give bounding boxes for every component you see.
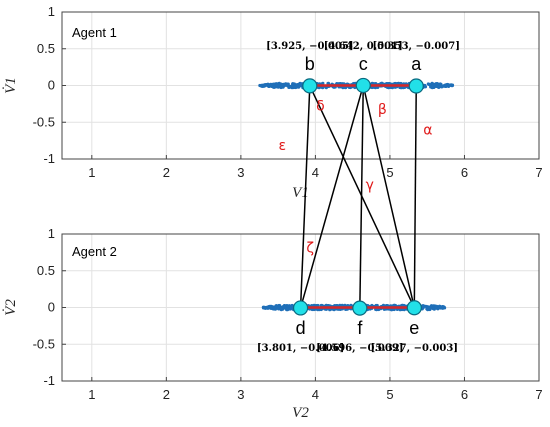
- x-tick-label: 3: [237, 165, 244, 180]
- node-markers: [292, 77, 424, 316]
- edge-label-c-e: β: [378, 102, 387, 118]
- node-marker-f: [352, 300, 368, 316]
- sample-point: [263, 83, 267, 87]
- edge-label-a-e: α: [423, 122, 432, 138]
- sample-point: [290, 303, 294, 308]
- sample-point: [292, 82, 296, 86]
- node-letter-c: c: [359, 54, 368, 74]
- x-tick-label: 5: [386, 165, 393, 180]
- node-coordinate-label: [3.925, −0.005]: [266, 41, 353, 52]
- panel-agent-2: 1 2 3 4 5 6 7 1 0.5 0 -0.5 -1 V2 V̇2 Agent 2 [3.801, −0…: [3, 226, 543, 421]
- sample-point: [293, 85, 297, 89]
- sample-point: [266, 83, 270, 87]
- edge-label-b-d: ε: [279, 138, 287, 154]
- sample-point: [269, 83, 273, 87]
- sample-point: [423, 85, 428, 89]
- y-tick-label: 1: [48, 226, 55, 241]
- node-coordinate-label: [5.353, −0.007]: [373, 41, 460, 52]
- sample-point: [432, 83, 437, 87]
- sample-point: [434, 304, 438, 309]
- sample-point: [262, 305, 267, 309]
- sample-point: [267, 305, 272, 309]
- y-tick-label: -1: [43, 373, 55, 388]
- sample-point: [400, 303, 405, 308]
- edge-labels: α β γ δ ε ζ: [279, 98, 433, 256]
- sample-point: [297, 84, 301, 88]
- node-coordinate-label: [4.596, −0.009]: [316, 343, 403, 354]
- node-marker-a: [408, 78, 424, 94]
- sample-point: [280, 83, 284, 87]
- connection-c-d: [299, 85, 364, 309]
- x-tick-label: 7: [535, 387, 542, 402]
- node-marker-b: [302, 78, 318, 94]
- y-tick-label: -1: [43, 151, 55, 166]
- sample-point: [272, 306, 276, 311]
- connection-lines: [299, 85, 417, 309]
- sample-point: [298, 81, 302, 86]
- connection-b-d: [299, 85, 311, 308]
- sample-point: [438, 84, 442, 88]
- x-tick-label: 2: [163, 165, 170, 180]
- x-tick-label: 5: [386, 387, 393, 402]
- sample-point: [443, 83, 447, 87]
- sample-point: [282, 305, 286, 309]
- y-tick-label: 0: [48, 78, 55, 93]
- node-coordinate-label: [4.642, 0.001]: [324, 41, 403, 52]
- node-coordinate-label: [3.801, −0.006]: [257, 343, 344, 354]
- node-letter-d: d: [296, 318, 306, 338]
- panel-title: Agent 1: [72, 25, 117, 40]
- node-marker-e: [406, 300, 422, 316]
- node-letter-e: e: [409, 318, 419, 338]
- node-letter-a: a: [411, 54, 422, 74]
- sample-point: [399, 86, 403, 90]
- x-tick-label: 1: [88, 165, 95, 180]
- node-letter-b: b: [305, 54, 315, 74]
- connection-a-e: [413, 86, 417, 308]
- sample-point: [259, 83, 263, 88]
- panel-title: Agent 2: [72, 244, 117, 259]
- y-axis-label: V̇1: [3, 77, 19, 94]
- sample-point: [426, 308, 430, 312]
- sample-point: [398, 308, 402, 312]
- sample-point: [450, 83, 455, 87]
- y-tick-label: -0.5: [33, 336, 55, 351]
- x-tick-label: 4: [312, 165, 319, 180]
- connection-c-e: [362, 85, 416, 308]
- sample-point: [390, 86, 395, 90]
- x-tick-label: 3: [237, 387, 244, 402]
- edge-label-c-d: ζ: [306, 241, 314, 257]
- y-tick-label: 0.5: [37, 263, 55, 278]
- sample-point: [272, 85, 276, 89]
- x-tick-label: 1: [88, 387, 95, 402]
- node-letter-f: f: [357, 318, 363, 338]
- connection-c-f: [359, 85, 365, 309]
- x-tick-label: 4: [312, 387, 319, 402]
- y-tick-label: -0.5: [33, 114, 55, 129]
- sample-point: [279, 306, 283, 310]
- node-marker-d: [292, 300, 309, 316]
- y-axis-label: V̇2: [3, 299, 19, 316]
- y-tick-label: 0.5: [37, 41, 55, 56]
- x-tick-label: 7: [535, 165, 542, 180]
- node-coordinate-label: [5.327, −0.003]: [371, 343, 458, 354]
- sample-point: [274, 305, 279, 309]
- sample-point: [285, 84, 290, 88]
- edge-label-b-e: δ: [316, 98, 325, 114]
- edge-label-c-f: γ: [366, 177, 374, 193]
- y-tick-label: 1: [48, 4, 55, 19]
- x-tick-label: 6: [461, 387, 468, 402]
- sample-point: [427, 82, 431, 87]
- sample-point: [441, 305, 445, 309]
- y-tick-label: 0: [48, 300, 55, 315]
- sample-point: [428, 306, 432, 310]
- node-marker-c: [355, 77, 371, 94]
- x-tick-label: 2: [163, 387, 170, 402]
- x-tick-label: 6: [461, 165, 468, 180]
- x-axis-label: V2: [292, 405, 309, 421]
